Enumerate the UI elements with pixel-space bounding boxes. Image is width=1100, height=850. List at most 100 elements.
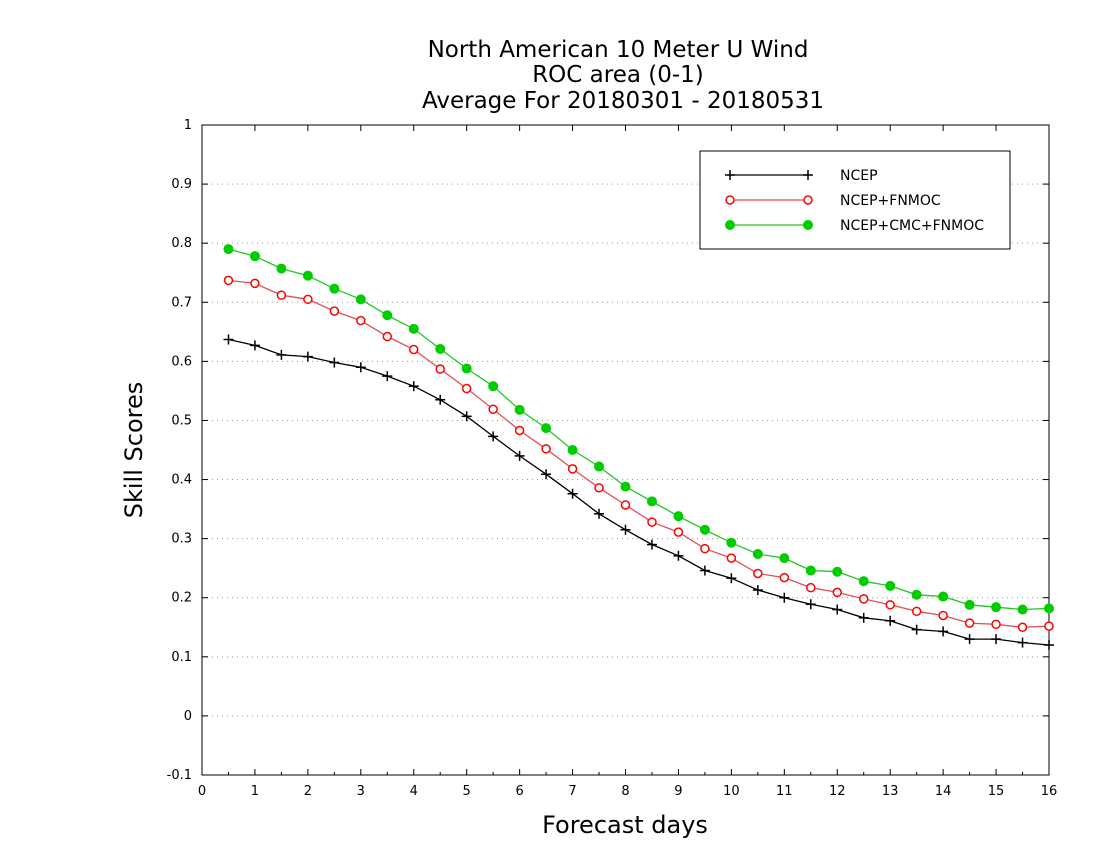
x-tick-label: 1 bbox=[251, 784, 259, 799]
data-point bbox=[752, 549, 763, 559]
series-ncep bbox=[223, 334, 1054, 650]
y-tick-label: 0.5 bbox=[171, 413, 192, 428]
x-tick-label: 11 bbox=[776, 784, 793, 799]
data-point bbox=[488, 431, 499, 442]
x-tick-label: 16 bbox=[1041, 784, 1058, 799]
data-point bbox=[594, 483, 604, 493]
data-point bbox=[964, 618, 975, 628]
x-tick-label: 14 bbox=[935, 784, 952, 799]
data-point bbox=[938, 626, 949, 637]
data-point bbox=[938, 591, 949, 602]
data-point bbox=[329, 283, 340, 294]
data-point bbox=[700, 543, 710, 554]
data-point bbox=[514, 425, 525, 436]
data-point bbox=[646, 539, 657, 550]
data-point bbox=[620, 481, 631, 492]
data-point bbox=[753, 568, 763, 579]
series-line bbox=[228, 338, 1050, 646]
data-point bbox=[435, 394, 446, 405]
data-point bbox=[514, 450, 525, 461]
data-point bbox=[858, 576, 869, 587]
y-tick-label: 0.7 bbox=[171, 295, 192, 310]
data-point bbox=[885, 615, 896, 626]
x-tick-label: 12 bbox=[829, 784, 846, 799]
data-point bbox=[435, 364, 445, 374]
data-point bbox=[276, 290, 287, 300]
y-tick-label: 0.9 bbox=[171, 177, 192, 192]
data-point bbox=[726, 573, 737, 584]
x-axis-label: Forecast days bbox=[542, 811, 708, 839]
x-tick-label: 7 bbox=[568, 784, 576, 799]
data-point bbox=[1044, 621, 1054, 631]
data-point bbox=[911, 624, 922, 635]
data-point bbox=[964, 634, 975, 645]
legend-entry: NCEP+FNMOC bbox=[725, 193, 941, 209]
data-point bbox=[223, 334, 234, 345]
data-point bbox=[699, 565, 710, 576]
data-point bbox=[806, 582, 816, 593]
grid bbox=[202, 183, 1049, 717]
data-point bbox=[1044, 603, 1054, 614]
data-point bbox=[250, 278, 260, 289]
data-point bbox=[1017, 604, 1028, 615]
x-tick-label: 4 bbox=[410, 784, 418, 799]
data-point bbox=[699, 524, 710, 535]
data-point bbox=[805, 565, 816, 576]
data-point bbox=[858, 594, 869, 604]
data-point bbox=[355, 294, 366, 305]
data-point bbox=[461, 383, 472, 394]
data-point bbox=[276, 349, 287, 360]
data-point bbox=[382, 331, 393, 342]
data-point bbox=[408, 381, 419, 392]
data-point bbox=[646, 496, 657, 507]
y-tick-label: 0.1 bbox=[171, 650, 192, 665]
data-point bbox=[594, 461, 605, 472]
x-tick-label: 0 bbox=[198, 784, 206, 799]
x-tick-label: 6 bbox=[515, 784, 523, 799]
data-point bbox=[276, 263, 287, 274]
chart-title-line-3: Average For 20180301 - 20180531 bbox=[422, 88, 824, 114]
data-point bbox=[408, 323, 419, 334]
legend-label: NCEP+FNMOC bbox=[840, 193, 941, 209]
data-point bbox=[541, 444, 551, 454]
data-point bbox=[832, 566, 843, 577]
data-point bbox=[382, 310, 393, 321]
data-point bbox=[673, 511, 684, 522]
chart-title: North American 10 Meter U Wind ROC area … bbox=[422, 37, 824, 114]
data-point bbox=[885, 580, 896, 591]
x-tick-label: 2 bbox=[304, 784, 312, 799]
legend-marker bbox=[725, 170, 735, 180]
data-point bbox=[594, 508, 605, 519]
data-point bbox=[911, 606, 922, 617]
x-tick-label: 13 bbox=[882, 784, 899, 799]
data-point bbox=[620, 524, 631, 535]
data-point bbox=[355, 362, 366, 373]
data-point bbox=[752, 585, 763, 596]
data-point bbox=[1017, 622, 1028, 633]
data-point bbox=[488, 404, 498, 414]
data-point bbox=[673, 527, 684, 537]
data-point bbox=[779, 553, 790, 564]
data-point bbox=[329, 306, 340, 316]
data-point bbox=[541, 423, 552, 434]
data-point bbox=[541, 469, 552, 480]
data-point bbox=[991, 602, 1002, 613]
data-point bbox=[382, 371, 393, 382]
data-point bbox=[223, 244, 234, 255]
data-point bbox=[673, 550, 684, 561]
x-tick-label: 8 bbox=[621, 784, 629, 799]
data-point bbox=[567, 488, 578, 499]
data-point bbox=[514, 404, 525, 415]
data-point bbox=[435, 343, 446, 354]
y-tick-label: -0.1 bbox=[167, 768, 192, 783]
data-point bbox=[779, 592, 790, 603]
axis-ticks: -0.100.10.20.30.40.50.60.70.80.910 1 2 3 4 5 6… bbox=[167, 118, 1058, 799]
y-axis-label: Skill Scores bbox=[120, 382, 148, 519]
data-point bbox=[991, 634, 1002, 645]
data-point bbox=[567, 445, 578, 455]
legend-label: NCEP+CMC+FNMOC bbox=[840, 218, 984, 234]
data-point bbox=[938, 610, 948, 621]
series-ncep-cmc-fnmoc bbox=[223, 244, 1054, 615]
data-point bbox=[647, 517, 657, 527]
